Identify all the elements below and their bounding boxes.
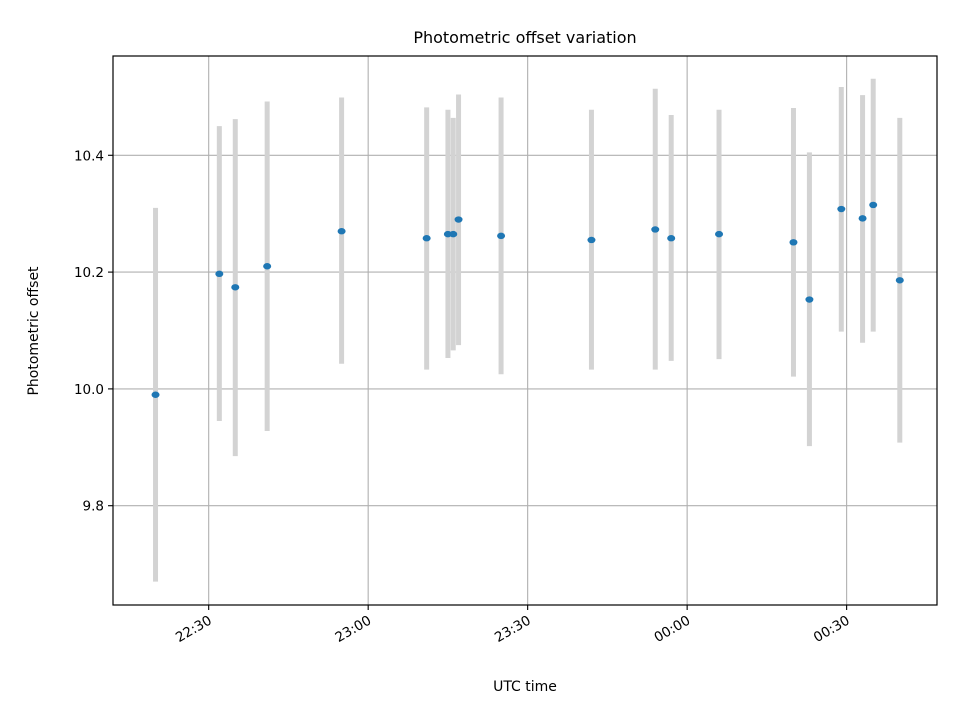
data-point [231,284,240,291]
y-tick-label: 10.4 [74,148,104,164]
data-point [651,226,660,233]
data-point [858,215,867,222]
data-point [789,239,798,246]
y-tick-label: 9.8 [83,499,104,515]
y-tick-label: 10.2 [74,265,104,281]
data-point [449,230,458,238]
data-point [215,270,224,278]
x-tick-label: 23:30 [492,613,534,646]
y-axis-label: Photometric offset [26,266,42,396]
data-point [263,263,272,270]
tick-layer: 22:30 23:00 23:30 00:00 00:30 9.8 10.0 10.2 10.4 [74,148,853,646]
x-tick-label: 22:30 [173,613,215,646]
data-point [895,277,904,284]
x-axis-label: UTC time [493,679,557,695]
x-tick-label: 00:00 [651,613,693,646]
plot-frame [112,55,938,606]
data-point [805,296,814,303]
data-point [869,201,878,209]
data-point [337,228,346,235]
data-point [667,235,676,242]
data-point [715,230,724,238]
data-point [454,216,463,223]
x-tick-label: 23:00 [332,613,374,646]
data-point [587,236,596,244]
data-point [151,391,160,398]
y-tick-label: 10.0 [74,382,104,398]
data-point [497,232,506,240]
data-point [422,235,431,242]
data-point [837,205,846,213]
grid-layer [113,56,937,605]
x-tick-label: 00:30 [811,613,853,646]
chart-title: Photometric offset variation [413,28,636,47]
point-layer [151,201,904,398]
